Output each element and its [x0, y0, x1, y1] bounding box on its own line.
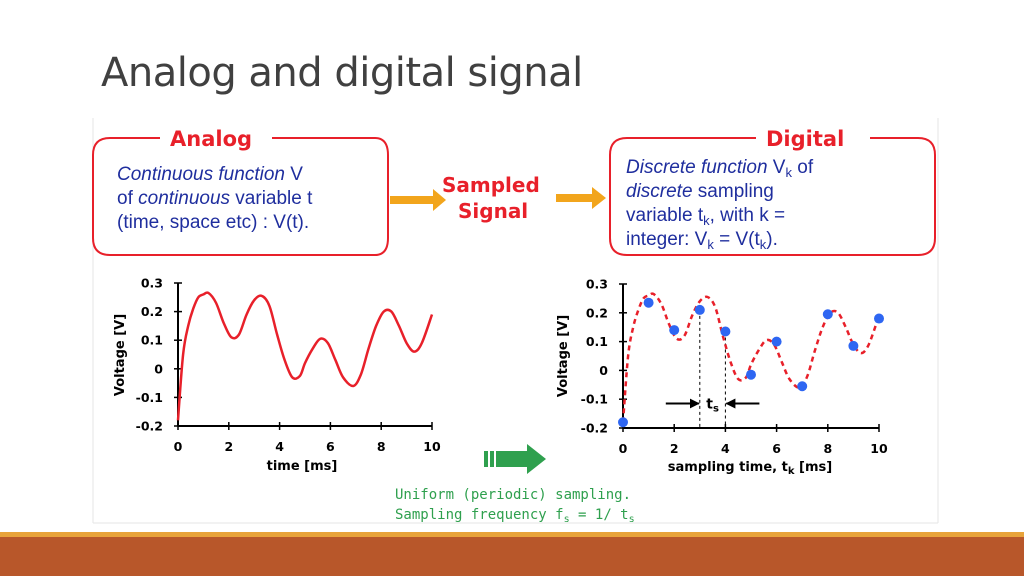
green-arrow-icon [484, 444, 546, 474]
analog-y-tick-label: 0.2 [141, 304, 163, 319]
analog-box: Analog Continuous function V of continuo… [92, 127, 389, 256]
digital-y-tick-label: 0.1 [586, 334, 608, 349]
sample-point [797, 381, 808, 392]
sampled-label: Sampled [442, 173, 540, 197]
analog-y-tick-label: 0 [154, 361, 163, 376]
analog-text-line1: Continuous function V [117, 164, 303, 185]
sample-point [720, 326, 731, 337]
arrow-to-sampled-icon [390, 189, 446, 211]
ts-label: ts [706, 397, 719, 415]
sampling-figure: Analog Continuous function V of continuo… [92, 118, 939, 525]
sample-point [822, 309, 833, 320]
digital-y-axis-label: Voltage [V] [556, 315, 571, 397]
digital-dashed-signal-line [621, 292, 881, 423]
analog-x-tick-label: 4 [275, 439, 284, 454]
sample-point [643, 297, 654, 308]
sample-point [669, 325, 680, 336]
analog-x-tick-label: 8 [377, 439, 386, 454]
footer-accent-bar [0, 532, 1024, 537]
analog-x-tick-label: 2 [224, 439, 233, 454]
digital-y-tick-label: 0.2 [586, 305, 608, 320]
analog-x-axis-label: time [ms] [267, 459, 338, 474]
sample-point [771, 336, 782, 347]
digital-box: Digital Discrete function Vk of discrete… [609, 127, 936, 256]
digital-text-line4: integer: Vk = V(tk). [626, 229, 778, 252]
digital-x-tick-label: 0 [619, 441, 628, 456]
signal-label: Signal [458, 199, 528, 223]
sample-point [618, 417, 628, 428]
digital-y-tick-label: 0 [599, 363, 608, 378]
digital-y-tick-label: -0.2 [581, 421, 608, 436]
digital-text-line3: variable tk, with k = [626, 205, 785, 228]
digital-text-line1: Discrete function Vk of [626, 157, 814, 180]
digital-chart: 0.3 0.2 0.1 0 -0.1 -0.2 0 2 4 6 8 10 ts sampling ti… [556, 277, 888, 478]
analog-signal-line [176, 291, 434, 421]
analog-x-tick-label: 6 [326, 439, 335, 454]
digital-x-tick-label: 2 [670, 441, 679, 456]
arrow-to-digital-icon [556, 187, 606, 209]
analog-y-tick-label: 0.3 [141, 276, 163, 291]
digital-x-tick-label: 8 [823, 441, 832, 456]
digital-x-tick-label: 10 [870, 441, 888, 456]
analog-y-tick-label: 0.1 [141, 333, 163, 348]
caption-line1: Uniform (periodic) sampling. [395, 487, 631, 503]
sample-point [746, 369, 756, 380]
analog-x-tick-label: 10 [423, 439, 441, 454]
analog-label: Analog [170, 127, 252, 151]
analog-y-tick-label: -0.2 [136, 419, 163, 434]
digital-y-tick-label: -0.1 [581, 392, 608, 407]
analog-y-axis-label: Voltage [V] [113, 314, 128, 396]
digital-x-tick-label: 6 [772, 441, 781, 456]
caption-line2: Sampling frequency fs = 1/ ts [395, 507, 635, 525]
analog-text-line3: (time, space etc) : V(t). [117, 212, 309, 233]
page-title: Analog and digital signal [101, 50, 583, 96]
analog-x-tick-label: 0 [174, 439, 183, 454]
digital-x-tick-label: 4 [721, 441, 730, 456]
analog-y-tick-label: -0.1 [136, 390, 163, 405]
analog-text-line2: of continuous variable t [117, 188, 313, 209]
digital-label: Digital [766, 127, 844, 151]
footer-bar [0, 537, 1024, 576]
sample-point [694, 304, 705, 315]
digital-text-line2: discrete sampling [626, 181, 774, 202]
sample-point [874, 313, 884, 324]
analog-chart: 0.3 0.2 0.1 0 -0.1 -0.2 0 2 4 6 8 10 time [ms] Volt… [113, 276, 441, 475]
sample-point [848, 340, 859, 351]
digital-x-axis-label: sampling time, tk [ms] [668, 460, 832, 477]
digital-y-tick-label: 0.3 [586, 277, 608, 292]
